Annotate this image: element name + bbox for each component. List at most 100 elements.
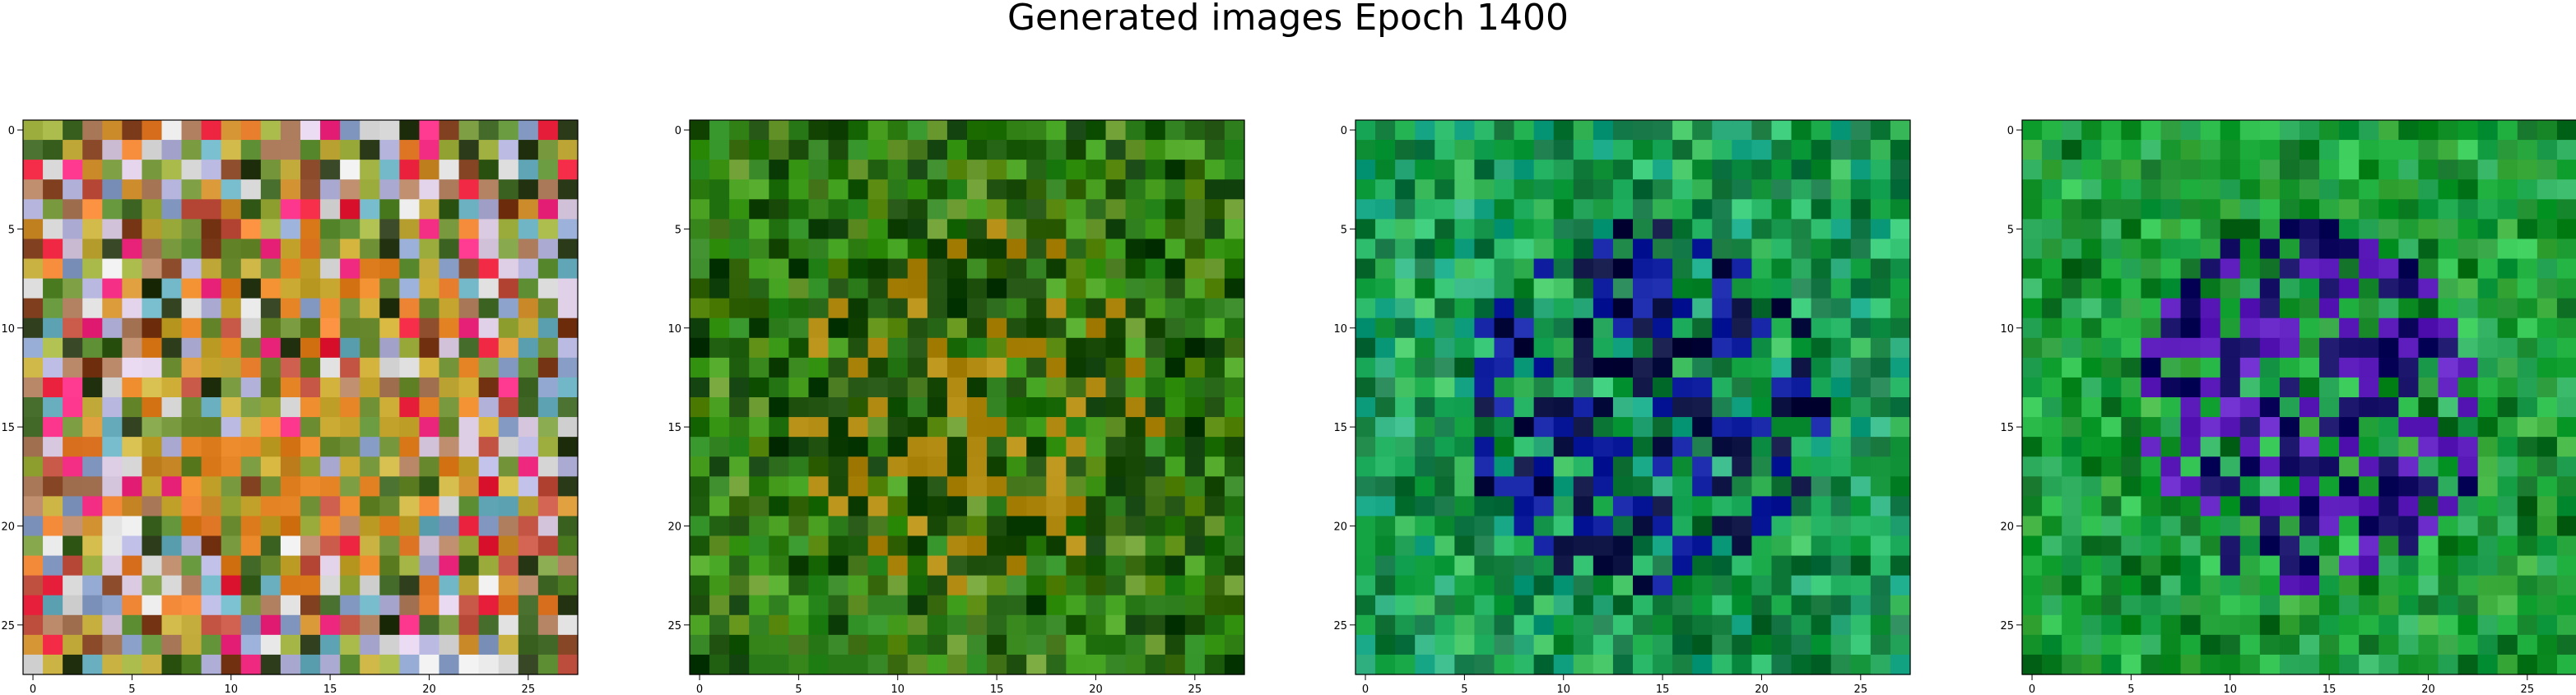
pixel: [927, 317, 948, 339]
pixel: [360, 555, 380, 577]
pixel: [1593, 476, 1614, 497]
pixel: [300, 160, 321, 180]
pixel: [478, 337, 500, 359]
pixel: [1415, 535, 1435, 557]
pixel: [1712, 278, 1732, 299]
pixel: [2418, 575, 2439, 596]
pixel: [2517, 516, 2538, 537]
pixel: [2160, 634, 2182, 656]
x-tick-label: 10: [1556, 683, 1570, 695]
pixel: [967, 317, 988, 339]
pixel: [379, 140, 400, 160]
pixel: [2160, 258, 2182, 280]
pixel: [1830, 595, 1852, 616]
pixel: [300, 239, 321, 260]
pixel: [102, 516, 123, 537]
pixel: [2299, 179, 2320, 200]
pixel: [1026, 456, 1047, 477]
pixel: [987, 199, 1007, 220]
pixel: [280, 298, 301, 319]
pixel: [280, 199, 301, 220]
pixel: [2359, 140, 2379, 160]
pixel: [987, 179, 1007, 200]
pixel: [2200, 437, 2221, 457]
pixel: [2359, 179, 2379, 200]
pixel: [498, 535, 519, 557]
pixel: [1204, 337, 1225, 359]
pixel: [43, 397, 63, 418]
pixel: [1184, 476, 1206, 497]
pixel: [2556, 160, 2576, 180]
pixel: [2299, 199, 2320, 220]
pixel: [729, 476, 750, 497]
pixel: [887, 654, 909, 675]
pixel: [2022, 476, 2043, 497]
pixel: [537, 337, 559, 359]
pixel: [181, 437, 202, 457]
pixel: [1633, 377, 1653, 398]
pixel: [300, 278, 321, 299]
pixel: [2319, 417, 2340, 438]
pixel: [63, 516, 83, 537]
pixel: [1355, 239, 1376, 260]
pixel: [808, 634, 830, 656]
pixel: [161, 476, 183, 497]
pixel: [729, 120, 750, 141]
pixel: [2042, 476, 2062, 497]
pixel: [2398, 219, 2420, 240]
pixel: [2220, 654, 2241, 675]
pixel: [2517, 160, 2538, 180]
pixel: [2220, 535, 2241, 557]
pixel: [769, 219, 789, 240]
pixel: [82, 120, 103, 141]
pixel: [82, 496, 103, 517]
pixel: [360, 535, 380, 557]
pixel: [967, 516, 988, 537]
pixel: [788, 516, 810, 537]
pixel: [300, 456, 321, 477]
pixel: [887, 634, 909, 656]
pixel: [1573, 437, 1594, 457]
pixel: [2160, 437, 2182, 457]
pixel: [2220, 337, 2241, 359]
pixel: [2101, 654, 2122, 675]
pixel: [2200, 317, 2221, 339]
pixel: [2141, 437, 2162, 457]
pixel: [2457, 199, 2479, 220]
pixel: [1474, 377, 1495, 398]
pixel: [1224, 120, 1245, 141]
pixel: [2339, 456, 2360, 477]
pixel: [1125, 535, 1146, 557]
pixel: [848, 535, 869, 557]
pixel: [848, 179, 869, 200]
pixel: [946, 219, 968, 240]
pixel: [2477, 456, 2499, 477]
pixel: [927, 258, 948, 280]
pixel: [102, 160, 123, 180]
pixel: [2022, 496, 2043, 517]
pixel: [848, 258, 869, 280]
pixel: [867, 258, 889, 280]
pixel: [518, 140, 539, 160]
pixel: [848, 278, 869, 299]
pixel: [1633, 258, 1653, 280]
pixel: [1454, 179, 1476, 200]
pixel: [828, 614, 849, 636]
pixel: [23, 437, 44, 457]
pixel: [1612, 456, 1634, 477]
pixel: [729, 634, 750, 656]
pixel: [1204, 219, 1225, 240]
pixel: [2497, 278, 2518, 299]
pixel: [709, 535, 730, 557]
pixel: [1494, 614, 1515, 636]
pixel: [1692, 377, 1713, 398]
pixel: [1692, 614, 1713, 636]
pixel: [1046, 397, 1067, 418]
pixel: [2042, 654, 2062, 675]
pixel: [221, 140, 242, 160]
pixel: [1355, 456, 1376, 477]
pixel: [1870, 595, 1891, 616]
pixel: [1184, 595, 1206, 616]
pixel: [300, 120, 321, 141]
pixel: [2339, 614, 2360, 636]
